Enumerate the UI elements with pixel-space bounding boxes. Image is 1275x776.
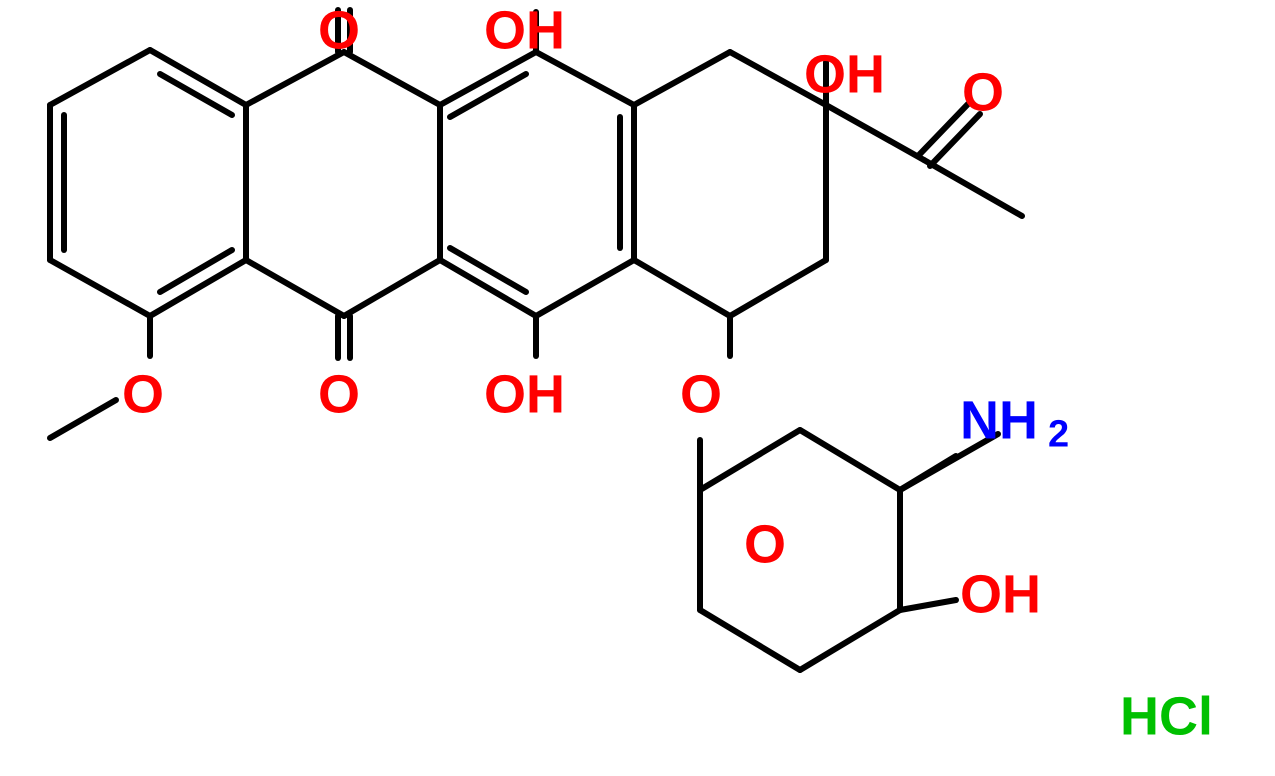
- svg-text:NH: NH: [960, 390, 1038, 450]
- atom-NH2: NH 2: [960, 390, 1069, 455]
- atom-OH-c6: OH: [484, 364, 565, 424]
- svg-text:2: 2: [1048, 413, 1069, 455]
- atom-O-glyco: O: [680, 364, 722, 424]
- atom-OH-c4p: OH: [960, 564, 1041, 624]
- ring-C: [440, 12, 634, 356]
- atom-O-ome: O: [122, 364, 164, 424]
- molecule-canvas: O OH OH O O O OH O NH 2 O OH HCl: [0, 0, 1275, 776]
- counterion-hcl: HCl: [1120, 686, 1213, 746]
- atom-O-c13: O: [962, 62, 1004, 122]
- atom-OH-c9: OH: [804, 44, 885, 104]
- ring-B-quinone: [246, 10, 440, 358]
- atom-O-c5: O: [318, 364, 360, 424]
- atom-OH-c11: OH: [484, 0, 565, 60]
- atom-O-c12: O: [318, 0, 360, 60]
- atom-O-ring: O: [744, 514, 786, 574]
- ring-D: [634, 52, 826, 316]
- ring-A: [50, 50, 246, 316]
